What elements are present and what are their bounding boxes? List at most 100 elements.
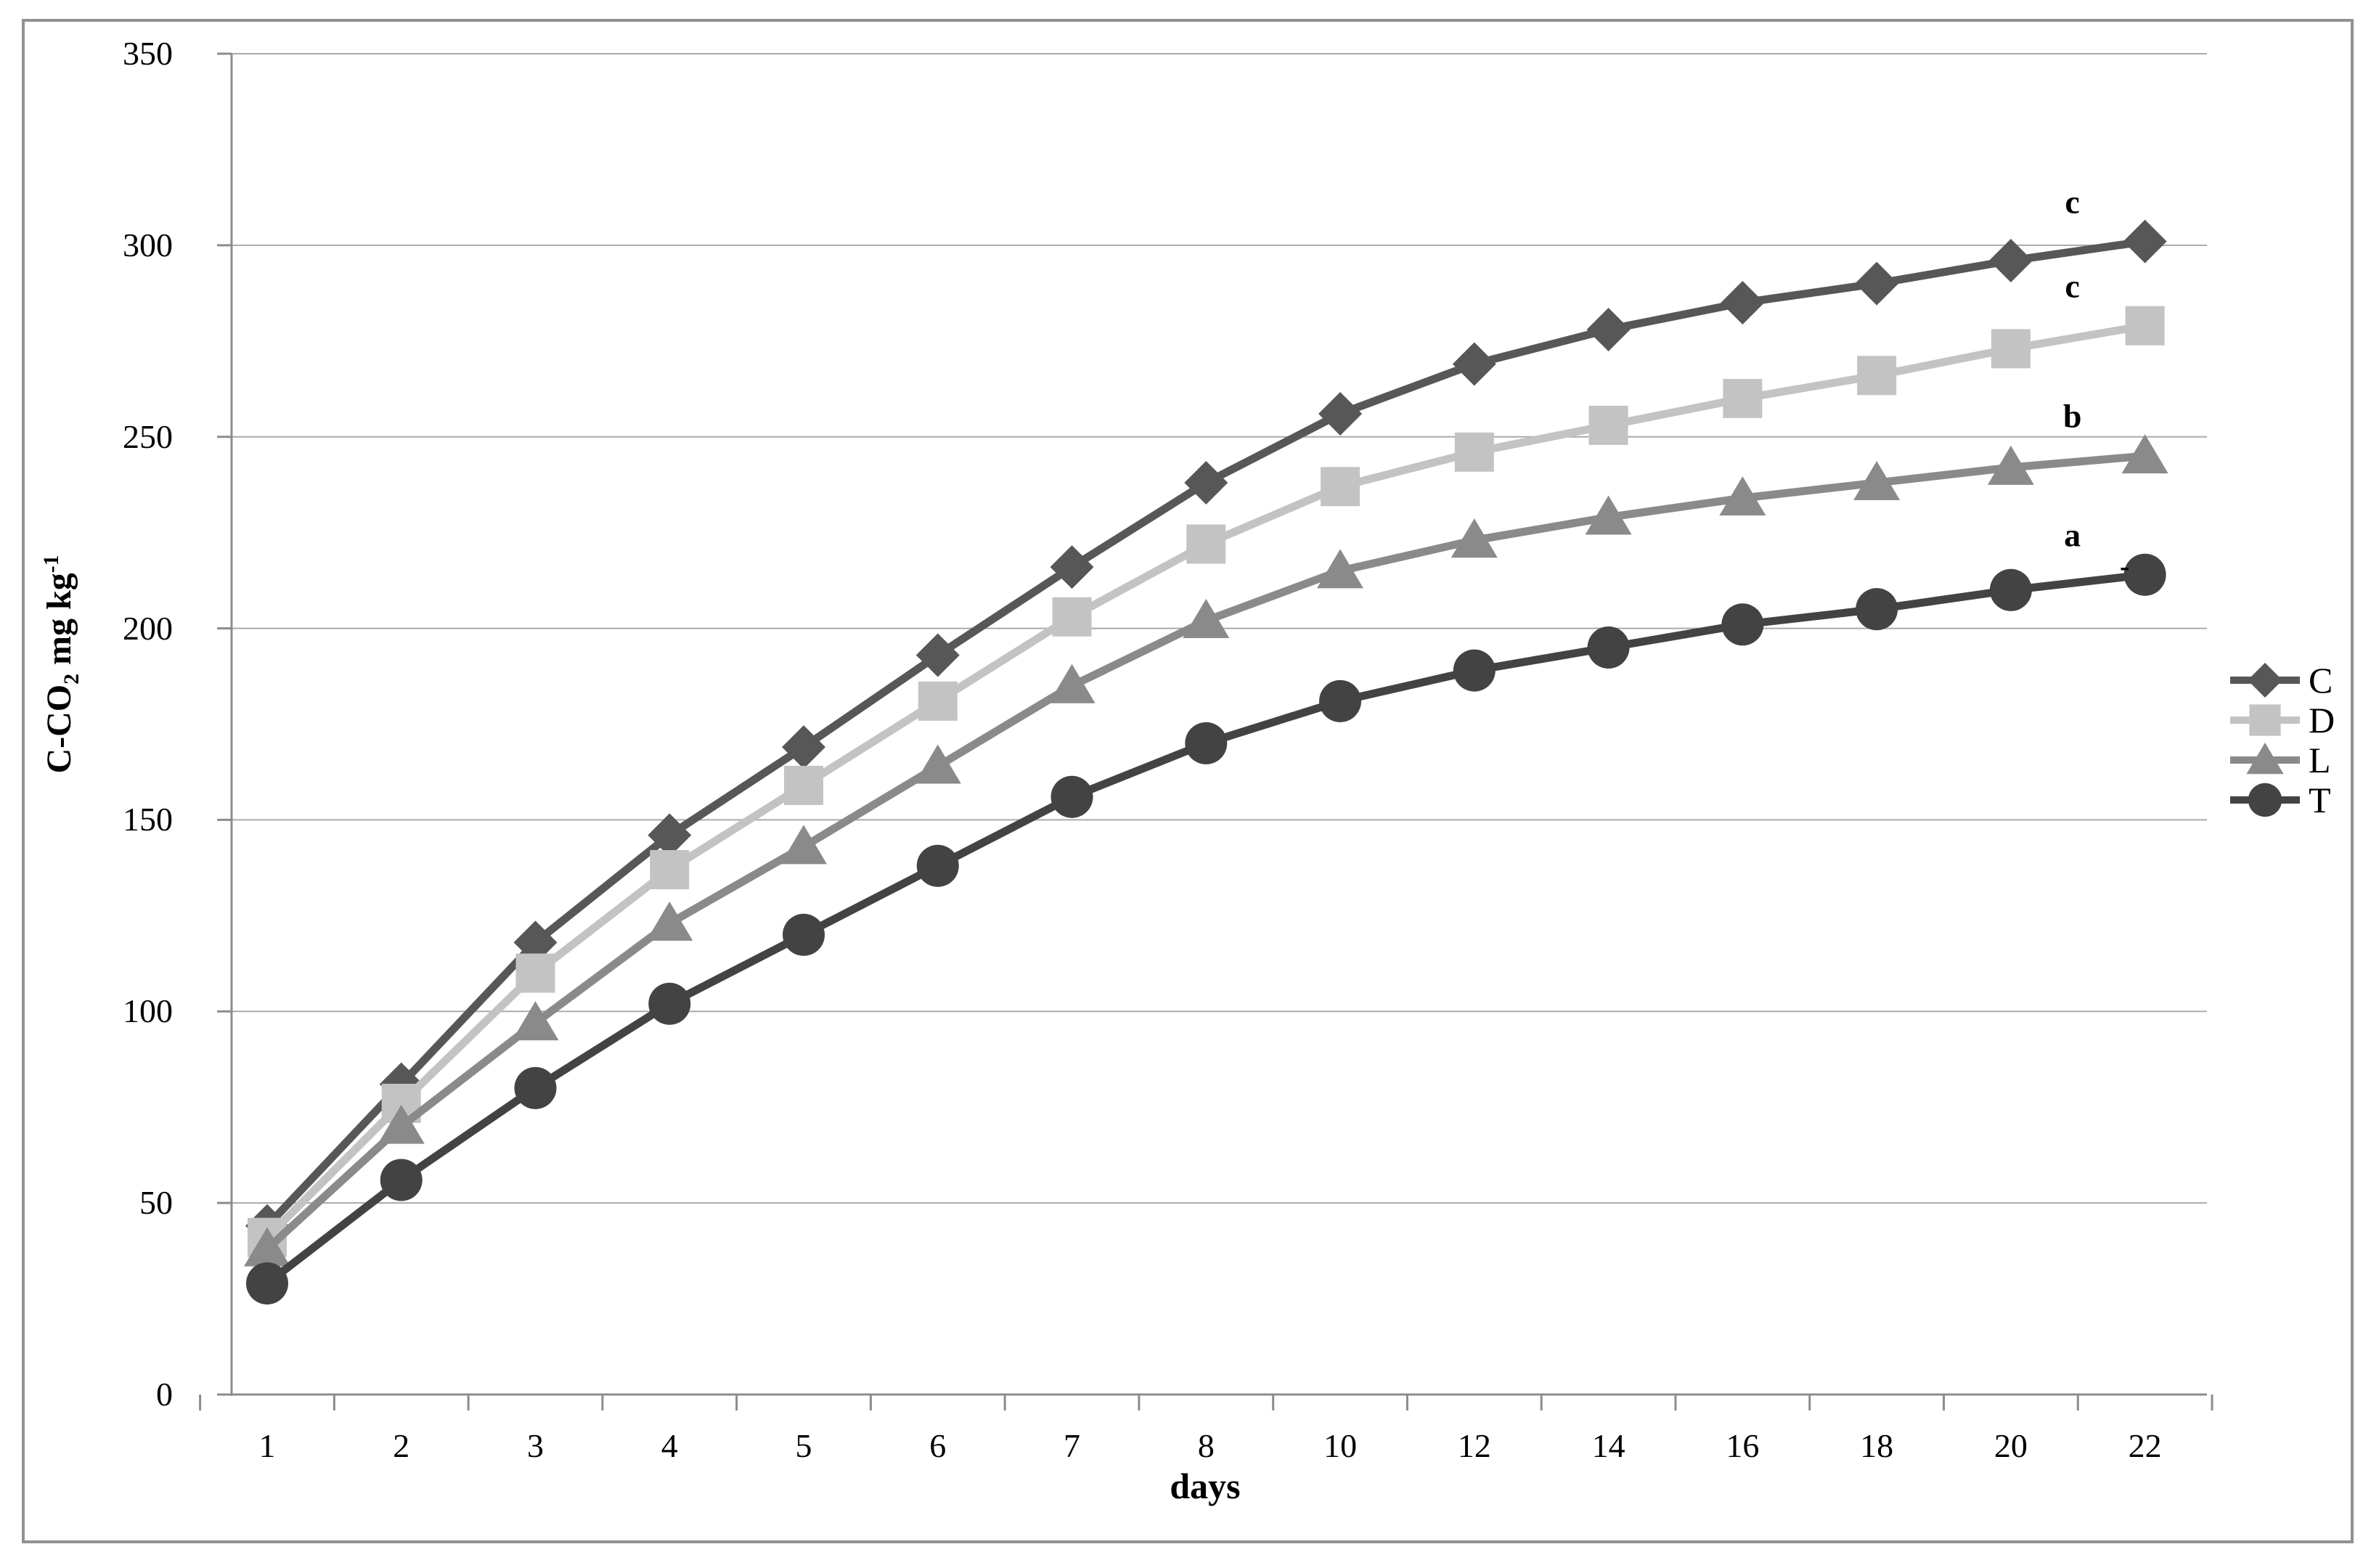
y-axis-title: C-CO2 mg kg-1 — [39, 555, 84, 773]
x-tick-label-4: 4 — [661, 1427, 678, 1464]
y-axis-title-subscript: 2 — [59, 673, 83, 685]
marker-C-16 — [1721, 281, 1765, 325]
marker-C-14 — [1586, 307, 1631, 351]
marker-T-7 — [1050, 775, 1093, 818]
marker-T-18 — [1856, 588, 1898, 631]
legend-label-D: D — [2309, 700, 2335, 740]
end-label-D: c — [2065, 267, 2080, 305]
y-tick-label-100: 100 — [123, 992, 173, 1030]
legend-label-T: T — [2309, 780, 2331, 820]
marker-L-22 — [2121, 434, 2168, 474]
marker-L-2 — [378, 1104, 425, 1144]
marker-T-6 — [916, 844, 959, 887]
x-tick-label-2: 2 — [393, 1427, 410, 1464]
legend-triangle-icon — [2246, 743, 2284, 775]
marker-L-7 — [1048, 663, 1095, 703]
legend-diamond-icon — [2248, 663, 2282, 698]
x-tick-label-7: 7 — [1064, 1427, 1081, 1464]
end-label-T: a — [2064, 516, 2081, 554]
y-tick-label-150: 150 — [123, 801, 173, 838]
marker-L-10 — [1317, 549, 1364, 589]
marker-D-3 — [515, 953, 555, 993]
marker-T-8 — [1185, 722, 1228, 764]
legend-label-L: L — [2309, 740, 2331, 780]
marker-C-10 — [1318, 392, 1363, 436]
marker-L-4 — [646, 901, 693, 941]
marker-C-12 — [1452, 342, 1496, 386]
x-tick-label-22: 22 — [2128, 1427, 2162, 1464]
marker-L-1 — [244, 1227, 290, 1267]
x-tick-label-12: 12 — [1457, 1427, 1491, 1464]
y-tick-label-0: 0 — [156, 1376, 173, 1413]
marker-D-16 — [1723, 378, 1763, 418]
marker-D-10 — [1321, 467, 1360, 507]
marker-L-16 — [1719, 476, 1766, 516]
marker-C-3 — [513, 920, 558, 965]
legend-square-icon — [2249, 704, 2281, 736]
marker-L-5 — [780, 825, 828, 865]
marker-T-14 — [1587, 626, 1630, 669]
x-tick-label-10: 10 — [1323, 1427, 1358, 1464]
marker-C-20 — [1988, 238, 2033, 282]
end-label-C: c — [2065, 183, 2080, 221]
marker-T-10 — [1319, 679, 1362, 722]
marker-C-7 — [1050, 545, 1094, 589]
marker-L-12 — [1450, 518, 1498, 558]
figure-border — [22, 19, 2354, 1543]
y-tick-label-350: 350 — [123, 35, 173, 72]
series-line-L — [263, 452, 2150, 1253]
marker-T-5 — [783, 913, 825, 956]
marker-C-4 — [648, 813, 692, 857]
marker-D-12 — [1454, 432, 1494, 472]
legend-label-C: C — [2309, 660, 2333, 701]
marker-L-8 — [1183, 599, 1230, 639]
marker-T-22 — [2123, 553, 2166, 596]
y-tick-label-250: 250 — [123, 417, 173, 455]
end-label-L: b — [2062, 397, 2082, 435]
marker-T-1 — [246, 1262, 288, 1304]
marker-D-7 — [1052, 597, 1092, 637]
annotation-0: - — [2119, 550, 2130, 583]
marker-C-5 — [782, 725, 826, 769]
x-tick-label-18: 18 — [1860, 1427, 1894, 1464]
x-tick-label-14: 14 — [1591, 1427, 1625, 1464]
x-tick-label-8: 8 — [1197, 1427, 1215, 1464]
marker-D-18 — [1857, 356, 1897, 396]
marker-T-20 — [1989, 568, 2032, 611]
x-tick-label-6: 6 — [929, 1427, 947, 1464]
marker-L-3 — [512, 1001, 559, 1041]
y-axis-title-main: C-CO — [40, 684, 79, 774]
x-tick-label-5: 5 — [795, 1427, 812, 1464]
marker-L-18 — [1853, 461, 1901, 501]
marker-D-4 — [650, 850, 690, 890]
marker-C-18 — [1855, 261, 1899, 306]
marker-L-6 — [914, 744, 961, 784]
x-tick-label-16: 16 — [1726, 1427, 1760, 1464]
legend-circle-icon — [2248, 783, 2282, 817]
marker-T-4 — [648, 982, 691, 1025]
marker-L-14 — [1585, 495, 1632, 535]
x-tick-label-1: 1 — [258, 1427, 276, 1464]
x-tick-label-3: 3 — [527, 1427, 544, 1464]
marker-T-16 — [1721, 603, 1764, 646]
marker-C-8 — [1184, 461, 1228, 505]
y-axis-title-superscript: -1 — [39, 555, 64, 573]
marker-D-5 — [784, 765, 824, 805]
marker-D-20 — [1991, 329, 2031, 369]
x-axis-title: days — [1170, 1466, 1241, 1506]
y-tick-label-300: 300 — [123, 226, 173, 264]
marker-C-22 — [2123, 219, 2167, 264]
y-tick-label-50: 50 — [139, 1184, 173, 1222]
marker-D-22 — [2125, 306, 2165, 346]
marker-D-14 — [1588, 405, 1628, 445]
marker-D-6 — [918, 681, 958, 721]
marker-T-2 — [380, 1159, 423, 1201]
marker-C-6 — [915, 633, 960, 677]
marker-L-20 — [1987, 445, 2034, 485]
y-tick-label-200: 200 — [123, 609, 173, 647]
marker-T-12 — [1453, 649, 1495, 692]
marker-D-8 — [1186, 524, 1226, 564]
marker-T-3 — [514, 1066, 557, 1109]
